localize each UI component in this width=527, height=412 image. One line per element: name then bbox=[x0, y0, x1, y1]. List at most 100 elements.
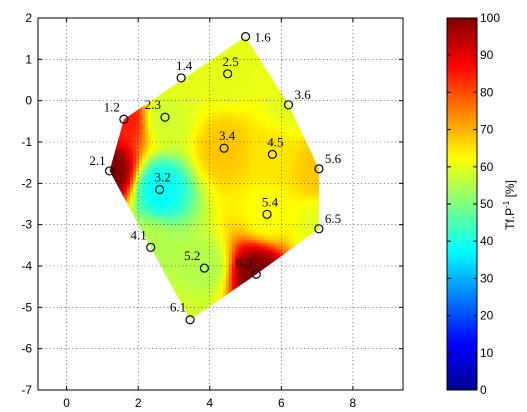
heat-cell bbox=[201, 147, 206, 151]
heat-cell bbox=[273, 162, 278, 166]
heat-cell bbox=[213, 90, 218, 94]
heat-cell bbox=[183, 135, 188, 139]
heat-cell bbox=[150, 174, 155, 178]
heat-cell bbox=[141, 189, 146, 193]
heat-cell bbox=[174, 222, 179, 226]
heat-cell bbox=[225, 132, 230, 136]
heat-cell bbox=[297, 132, 302, 136]
heat-cell bbox=[189, 111, 194, 115]
heat-cell bbox=[207, 189, 212, 193]
heat-cell bbox=[162, 96, 167, 100]
heat-cell bbox=[222, 219, 227, 223]
heat-cell bbox=[294, 132, 299, 136]
heat-cell bbox=[201, 186, 206, 190]
heat-cell bbox=[201, 168, 206, 172]
heat-cell bbox=[135, 192, 140, 196]
heat-cell bbox=[180, 210, 185, 214]
heat-cell bbox=[174, 138, 179, 142]
heat-cell bbox=[285, 126, 290, 130]
heat-cell bbox=[159, 234, 164, 238]
heat-cell bbox=[303, 156, 308, 160]
heat-cell bbox=[201, 141, 206, 145]
heat-cell bbox=[231, 102, 236, 106]
heat-cell bbox=[174, 192, 179, 196]
heat-cell bbox=[222, 171, 227, 175]
heat-cell bbox=[168, 171, 173, 175]
heat-cell bbox=[186, 108, 191, 112]
heat-cell bbox=[309, 177, 314, 181]
heat-cell bbox=[204, 63, 209, 67]
heat-cell bbox=[276, 180, 281, 184]
heat-cell bbox=[132, 132, 137, 136]
heat-cell bbox=[261, 123, 266, 127]
heat-cell bbox=[165, 222, 170, 226]
heat-cell bbox=[192, 126, 197, 130]
heat-cell bbox=[117, 141, 122, 145]
heat-cell bbox=[234, 147, 239, 151]
heat-cell bbox=[234, 63, 239, 67]
heat-cell bbox=[159, 96, 164, 100]
heat-cell bbox=[282, 114, 287, 118]
heat-cell bbox=[234, 171, 239, 175]
heat-cell bbox=[243, 126, 248, 130]
heat-cell bbox=[216, 189, 221, 193]
heat-cell bbox=[210, 225, 215, 229]
heat-cell bbox=[261, 75, 266, 79]
heat-cell bbox=[138, 201, 143, 205]
heat-cell bbox=[261, 192, 266, 196]
heat-cell bbox=[243, 120, 248, 124]
heat-cell bbox=[177, 159, 182, 163]
heat-cell bbox=[252, 63, 257, 67]
heat-cell bbox=[246, 96, 251, 100]
heat-cell bbox=[294, 123, 299, 127]
heat-cell bbox=[177, 189, 182, 193]
heat-cell bbox=[156, 135, 161, 139]
heat-cell bbox=[204, 87, 209, 91]
heat-cell bbox=[186, 150, 191, 154]
heat-cell bbox=[120, 168, 125, 172]
heat-cell bbox=[291, 144, 296, 148]
heat-cell bbox=[222, 51, 227, 55]
heat-cell bbox=[273, 153, 278, 157]
heat-cell bbox=[186, 198, 191, 202]
heat-cell bbox=[174, 156, 179, 160]
heat-cell bbox=[120, 150, 125, 154]
heat-cell bbox=[147, 210, 152, 214]
heat-cell bbox=[243, 105, 248, 109]
heat-cell bbox=[273, 201, 278, 205]
heat-cell bbox=[135, 156, 140, 160]
heat-cell bbox=[303, 225, 308, 229]
heat-cell bbox=[267, 99, 272, 103]
heat-cell bbox=[165, 183, 170, 187]
heat-cell bbox=[150, 192, 155, 196]
heat-cell bbox=[243, 75, 248, 79]
heat-cell bbox=[261, 174, 266, 178]
heat-cell bbox=[243, 36, 248, 40]
heat-cell bbox=[234, 204, 239, 208]
heat-cell bbox=[168, 138, 173, 142]
heat-cell bbox=[192, 96, 197, 100]
heat-cell bbox=[165, 90, 170, 94]
heat-cell bbox=[288, 186, 293, 190]
heat-cell bbox=[240, 102, 245, 106]
heat-cell bbox=[138, 123, 143, 127]
heat-cell bbox=[222, 111, 227, 115]
heat-cell bbox=[315, 192, 319, 196]
heat-cell bbox=[198, 96, 203, 100]
heat-cell bbox=[279, 153, 284, 157]
heat-cell bbox=[315, 174, 319, 178]
heat-cell bbox=[231, 189, 236, 193]
heat-cell bbox=[273, 189, 278, 193]
heat-cell bbox=[189, 231, 194, 235]
heat-cell bbox=[276, 159, 281, 163]
heat-cell bbox=[273, 84, 278, 88]
heat-cell bbox=[165, 135, 170, 139]
heat-cell bbox=[228, 171, 233, 175]
heat-cell bbox=[177, 96, 182, 100]
heat-cell bbox=[315, 195, 319, 199]
heat-cell bbox=[237, 222, 242, 226]
heat-cell bbox=[297, 162, 302, 166]
heat-cell bbox=[216, 168, 221, 172]
heat-cell bbox=[213, 114, 218, 118]
heat-cell bbox=[300, 138, 305, 142]
